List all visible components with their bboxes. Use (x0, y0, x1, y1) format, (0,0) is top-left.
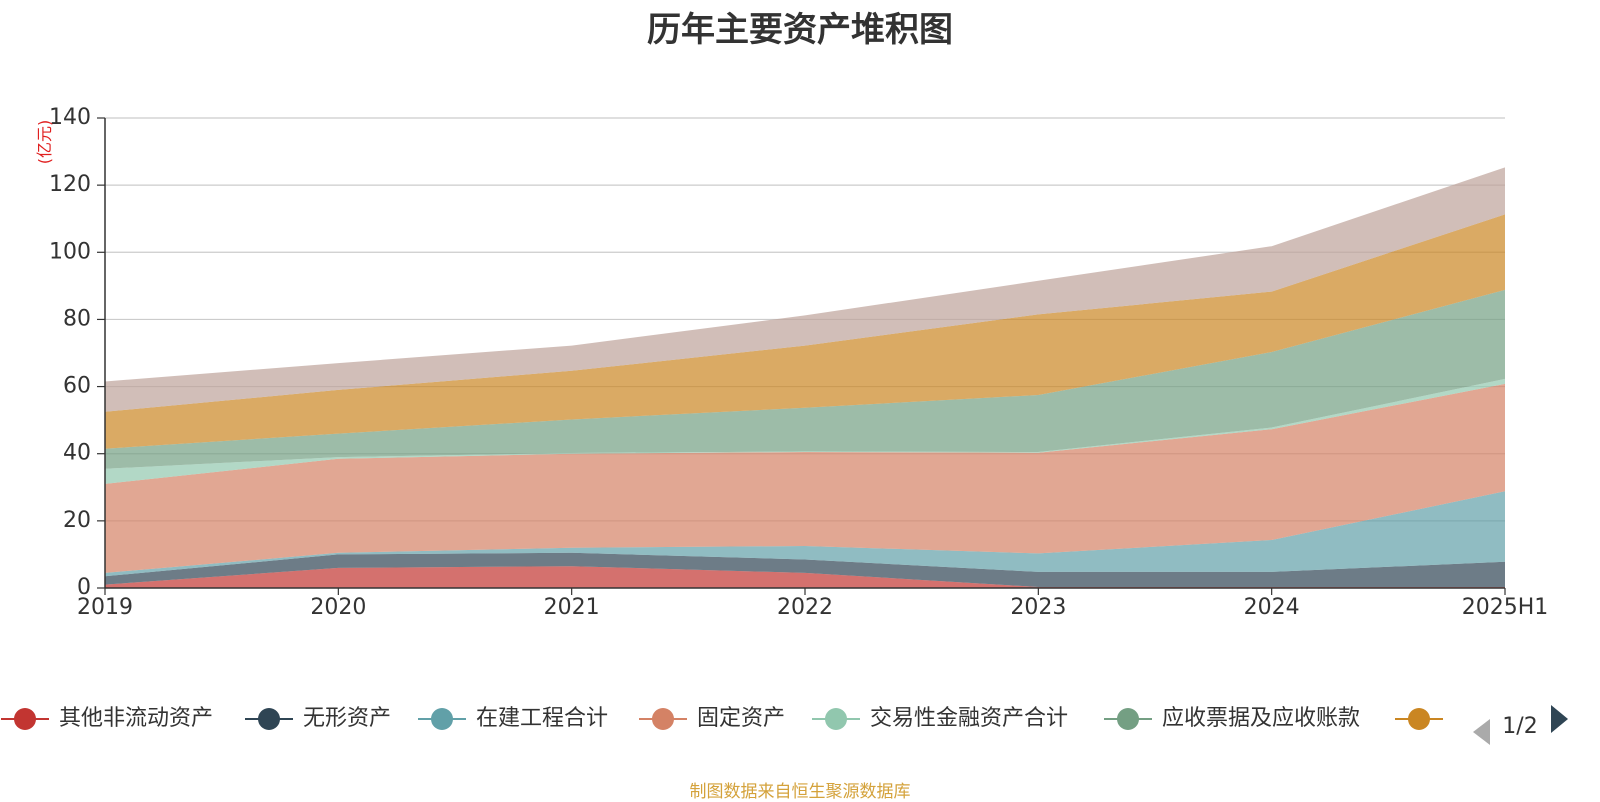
legend: 其他非流动资产 无形资产 在建工程合计 固定资产 交易性金融资产合计 应收票据及应收账款 (1, 706, 1443, 731)
legend-label: 其他非流动资产 (59, 706, 213, 731)
legend-marker (14, 708, 36, 730)
legend-marker (258, 708, 280, 730)
x-tick-label: 2025H1 (1462, 595, 1549, 620)
x-axis-ticks: 2019 2020 2021 2022 2023 2024 2025H1 (77, 588, 1548, 620)
legend-label: 在建工程合计 (476, 706, 608, 731)
y-tick-label: 0 (77, 575, 91, 600)
legend-marker (652, 708, 674, 730)
legend-next-arrow-icon[interactable] (1551, 705, 1568, 733)
area-series-5 (105, 289, 1505, 469)
legend-item-2[interactable]: 在建工程合计 (418, 706, 608, 731)
area-series (105, 167, 1505, 588)
x-tick-label: 2020 (310, 595, 366, 620)
x-tick-label: 2023 (1010, 595, 1066, 620)
y-tick-label: 40 (63, 441, 91, 466)
area-series-7 (105, 167, 1505, 412)
legend-marker (825, 708, 847, 730)
x-tick-label: 2024 (1244, 595, 1300, 620)
source-note: 制图数据来自恒生聚源数据库 (689, 782, 911, 802)
legend-item-3[interactable]: 固定资产 (639, 706, 785, 731)
x-tick-label: 2021 (544, 595, 600, 620)
y-tick-label: 120 (49, 172, 91, 197)
legend-marker (1408, 708, 1430, 730)
legend-item-5[interactable]: 应收票据及应收账款 (1104, 706, 1360, 731)
y-tick-label: 60 (63, 374, 91, 399)
x-tick-label: 2022 (777, 595, 833, 620)
legend-label: 应收票据及应收账款 (1162, 706, 1360, 731)
y-axis-ticks: 0 20 40 60 80 100 120 140 (49, 105, 105, 600)
legend-item-4[interactable]: 交易性金融资产合计 (812, 706, 1068, 731)
legend-item-0[interactable]: 其他非流动资产 (1, 706, 213, 731)
y-tick-label: 80 (63, 306, 91, 331)
y-tick-label: 100 (49, 239, 91, 264)
area-series-0 (105, 566, 1505, 588)
legend-item-6[interactable] (1395, 708, 1443, 730)
legend-label: 交易性金融资产合计 (870, 706, 1068, 731)
y-tick-label: 20 (63, 508, 91, 533)
legend-label: 固定资产 (697, 706, 785, 731)
legend-marker (1117, 708, 1139, 730)
y-axis-unit-label: (亿元) (35, 120, 54, 165)
legend-marker (431, 708, 453, 730)
legend-page-indicator: 1/2 (1502, 714, 1537, 739)
legend-prev-arrow-icon[interactable] (1473, 719, 1490, 745)
chart-title: 历年主要资产堆积图 (647, 10, 953, 50)
legend-pager: 1/2 (1473, 705, 1568, 745)
area-series-2 (105, 491, 1505, 577)
legend-item-1[interactable]: 无形资产 (245, 706, 391, 731)
legend-label: 无形资产 (303, 706, 391, 731)
area-series-1 (105, 552, 1505, 587)
area-series-6 (105, 214, 1505, 449)
area-series-3 (105, 383, 1505, 573)
x-tick-label: 2019 (77, 595, 133, 620)
y-tick-label: 140 (49, 105, 91, 130)
